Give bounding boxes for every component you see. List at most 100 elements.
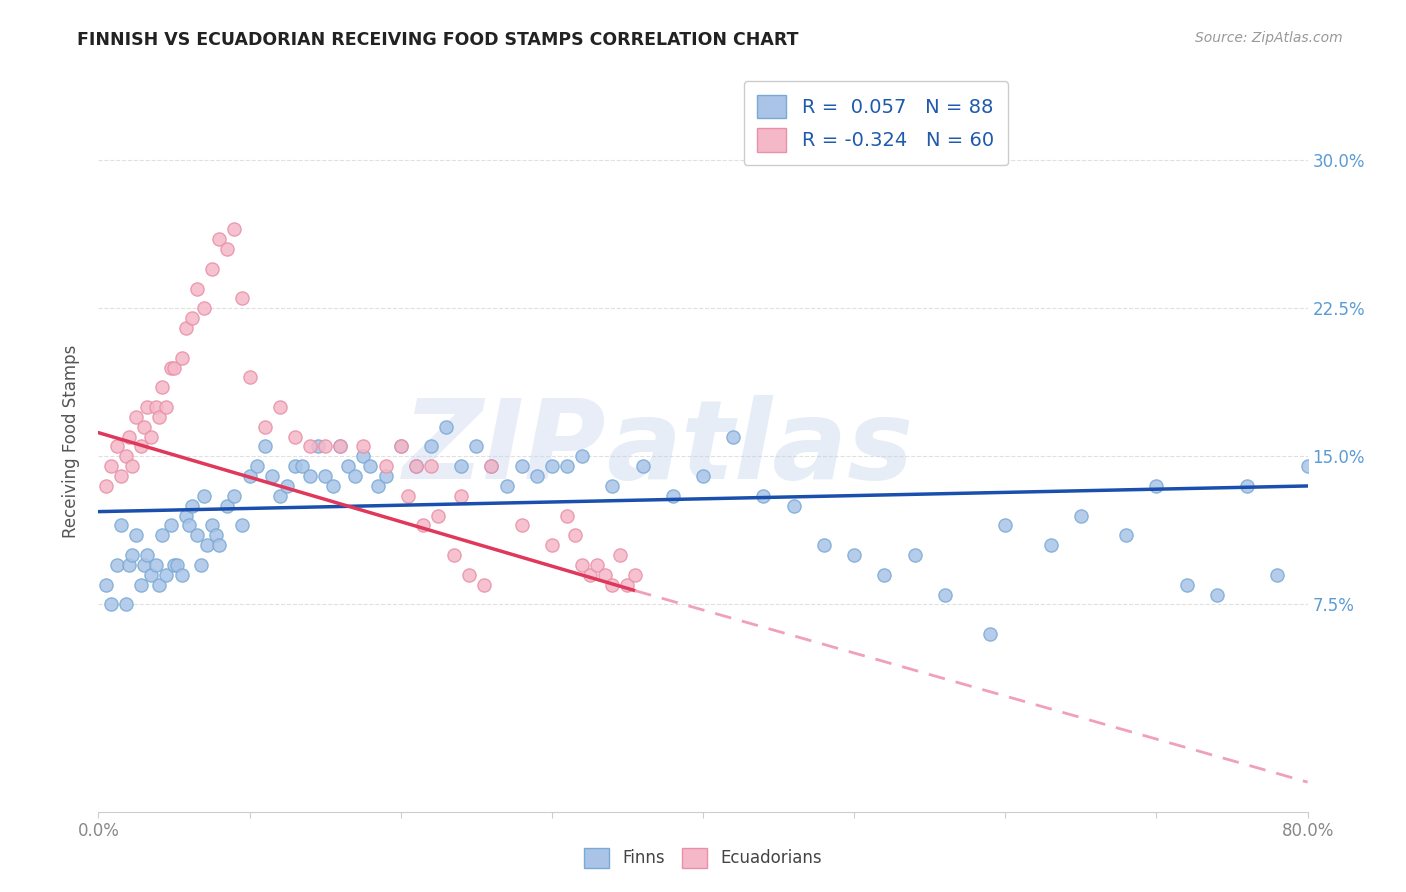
- Point: [179, 518, 201, 533]
- Point: [510, 459, 533, 474]
- Point: [307, 440, 329, 454]
- Point: [420, 440, 443, 454]
- Point: [269, 400, 291, 414]
- Text: atlas: atlas: [606, 395, 914, 502]
- Point: [723, 429, 745, 443]
- Point: [125, 409, 148, 424]
- Point: [160, 518, 183, 533]
- Point: [224, 222, 246, 236]
- Point: [1115, 528, 1137, 542]
- Point: [118, 429, 141, 443]
- Point: [114, 598, 136, 612]
- Point: [231, 292, 253, 306]
- Point: [155, 567, 177, 582]
- Point: [181, 499, 204, 513]
- Point: [186, 528, 208, 542]
- Point: [155, 400, 177, 414]
- Point: [314, 469, 336, 483]
- Point: [208, 538, 231, 552]
- Point: [132, 419, 155, 434]
- Point: [783, 499, 806, 513]
- Point: [934, 588, 956, 602]
- Point: [616, 577, 638, 591]
- Point: [352, 450, 374, 464]
- Point: [239, 469, 262, 483]
- Point: [94, 577, 117, 591]
- Point: [844, 548, 866, 562]
- Point: [314, 440, 336, 454]
- Point: [174, 508, 197, 523]
- Point: [465, 440, 488, 454]
- Point: [215, 242, 238, 256]
- Point: [555, 459, 578, 474]
- Point: [1206, 588, 1229, 602]
- Point: [284, 459, 307, 474]
- Point: [1039, 538, 1062, 552]
- Point: [208, 232, 231, 246]
- Point: [540, 459, 562, 474]
- Point: [457, 567, 479, 582]
- Point: [571, 558, 593, 572]
- Point: [1070, 508, 1092, 523]
- Point: [631, 459, 654, 474]
- Point: [434, 419, 457, 434]
- Point: [692, 469, 714, 483]
- Text: FINNISH VS ECUADORIAN RECEIVING FOOD STAMPS CORRELATION CHART: FINNISH VS ECUADORIAN RECEIVING FOOD STA…: [77, 31, 799, 49]
- Point: [193, 489, 215, 503]
- Point: [284, 429, 307, 443]
- Point: [571, 450, 593, 464]
- Point: [135, 400, 157, 414]
- Point: [420, 459, 443, 474]
- Point: [481, 459, 503, 474]
- Point: [443, 548, 465, 562]
- Point: [105, 440, 128, 454]
- Point: [132, 558, 155, 572]
- Point: [163, 558, 186, 572]
- Point: [374, 469, 396, 483]
- Point: [1175, 577, 1198, 591]
- Point: [246, 459, 269, 474]
- Point: [1267, 567, 1289, 582]
- Point: [472, 577, 495, 591]
- Point: [609, 548, 631, 562]
- Point: [873, 567, 896, 582]
- Point: [564, 528, 586, 542]
- Point: [100, 598, 122, 612]
- Point: [299, 440, 322, 454]
- Point: [405, 459, 427, 474]
- Text: ZIP: ZIP: [402, 395, 606, 502]
- Point: [329, 440, 352, 454]
- Point: [181, 311, 204, 326]
- Point: [291, 459, 314, 474]
- Point: [578, 567, 600, 582]
- Point: [1236, 479, 1258, 493]
- Point: [190, 558, 212, 572]
- Point: [602, 577, 624, 591]
- Point: [118, 558, 141, 572]
- Point: [1296, 459, 1319, 474]
- Point: [201, 261, 224, 276]
- Legend: Finns, Ecuadorians: Finns, Ecuadorians: [578, 841, 828, 875]
- Point: [148, 409, 170, 424]
- Point: [186, 281, 208, 295]
- Point: [150, 380, 173, 394]
- Point: [586, 558, 609, 572]
- Point: [125, 528, 148, 542]
- Point: [593, 567, 616, 582]
- Point: [276, 479, 298, 493]
- Legend: R =  0.057   N = 88, R = -0.324   N = 60: R = 0.057 N = 88, R = -0.324 N = 60: [744, 81, 1008, 166]
- Point: [555, 508, 578, 523]
- Point: [360, 459, 382, 474]
- Point: [94, 479, 117, 493]
- Point: [170, 351, 193, 365]
- Point: [495, 479, 517, 493]
- Point: [121, 459, 143, 474]
- Point: [163, 360, 186, 375]
- Point: [105, 558, 128, 572]
- Point: [195, 538, 218, 552]
- Y-axis label: Receiving Food Stamps: Receiving Food Stamps: [62, 345, 80, 538]
- Point: [979, 627, 1001, 641]
- Point: [1144, 479, 1167, 493]
- Point: [752, 489, 775, 503]
- Point: [450, 459, 472, 474]
